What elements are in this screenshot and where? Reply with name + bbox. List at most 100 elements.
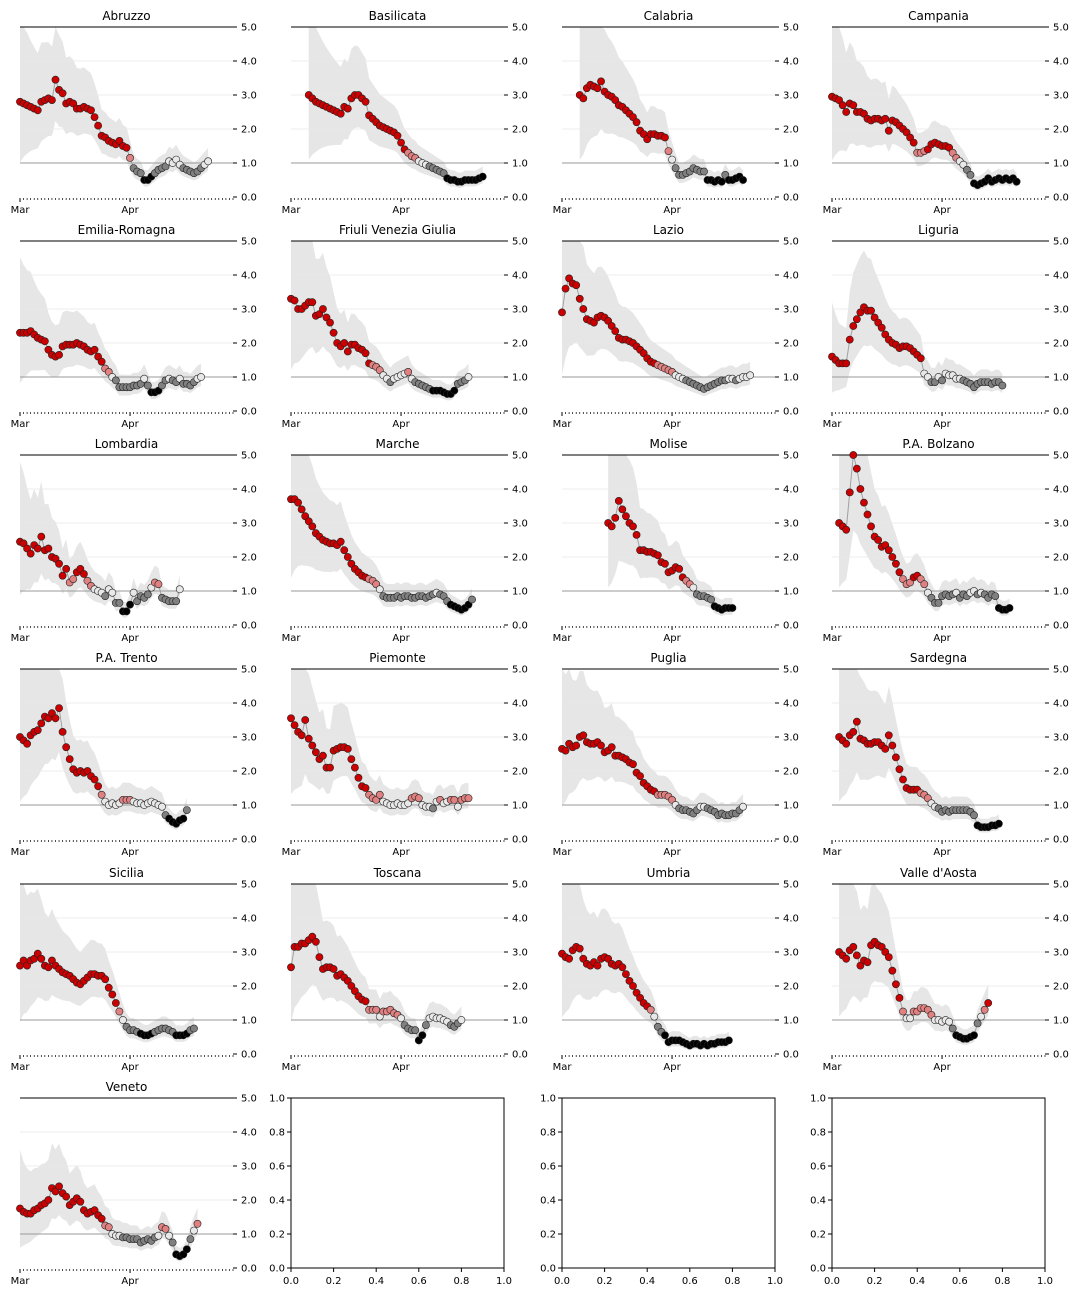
panel-friuli-venezia-giulia: Friuli Venezia Giulia 0.0 1.0 2.0 3.0 4.0 5.0 M… [282, 223, 528, 430]
y-tick-label: 5.0 [241, 665, 257, 676]
y-tick-label: 4.0 [1053, 57, 1069, 68]
data-point [204, 157, 213, 166]
y-tick-label: 0.4 [810, 1196, 826, 1207]
y-tick-label: 5.0 [1053, 23, 1069, 34]
data-point [728, 604, 737, 612]
data-point [375, 585, 384, 594]
uncertainty-band [20, 1143, 198, 1262]
data-point [44, 544, 53, 553]
x-tick-label: Mar [823, 847, 843, 858]
x-tick-label: 0.4 [368, 1276, 384, 1287]
x-tick-label: Mar [282, 205, 302, 216]
y-tick-label: 5.0 [783, 23, 799, 34]
data-point [97, 1214, 106, 1223]
empty-axes: 0.00.0 0.2 0.2 0.4 0.4 0.6 0.6 0.8 0.8 1.0 1.0 [269, 1094, 512, 1288]
data-point [938, 376, 946, 385]
data-point [579, 731, 588, 740]
y-tick-label: 3.0 [512, 948, 528, 959]
y-tick-label: 1.0 [512, 587, 528, 598]
panel-valle-d-aosta: Valle d'Aosta 0.0 1.0 2.0 3.0 4.0 5.0 Mar Apr [823, 866, 1069, 1073]
y-tick-label: 2.0 [512, 553, 528, 564]
data-point [884, 731, 893, 740]
y-tick-label: 5.0 [241, 451, 257, 462]
data-point [888, 741, 897, 750]
y-tick-label: 1.0 [783, 801, 799, 812]
data-point [629, 982, 637, 990]
data-point [629, 522, 637, 531]
data-point [126, 153, 134, 162]
y-tick-label: 5.0 [512, 237, 528, 248]
y-tick-label: 4.0 [783, 699, 799, 710]
data-point [565, 954, 573, 963]
data-point [849, 943, 858, 951]
data-point [934, 599, 943, 607]
data-point [126, 600, 134, 609]
y-tick-label: 1.0 [241, 373, 257, 384]
y-tick-label: 0.0 [540, 1264, 556, 1275]
data-point [739, 802, 747, 811]
data-point [90, 775, 99, 784]
panel-title: Veneto [106, 1080, 148, 1094]
data-point [842, 954, 851, 963]
data-point [611, 514, 620, 522]
y-tick-label: 4.0 [783, 485, 799, 496]
data-point [636, 772, 644, 780]
y-tick-label: 2.0 [1053, 125, 1069, 136]
data-point [852, 464, 861, 473]
data-point [892, 559, 900, 568]
data-point [700, 167, 708, 176]
data-point [453, 802, 462, 811]
x-tick-label: Apr [392, 847, 410, 858]
data-point [849, 322, 858, 330]
data-point [104, 1223, 113, 1232]
data-point [895, 765, 904, 774]
data-point [739, 176, 747, 184]
y-tick-label: 3.0 [1053, 519, 1069, 530]
y-tick-label: 5.0 [783, 880, 799, 891]
y-tick-label: 3.0 [783, 733, 799, 744]
y-tick-label: 4.0 [1053, 485, 1069, 496]
data-point [297, 505, 306, 514]
data-point [906, 1014, 914, 1023]
data-point [51, 714, 60, 723]
y-tick-label: 1.0 [783, 373, 799, 384]
data-point [115, 1007, 124, 1016]
y-tick-label: 1.0 [512, 801, 528, 812]
data-point [90, 113, 99, 121]
data-point [33, 106, 42, 115]
data-point [290, 296, 299, 305]
y-tick-label: 1.0 [241, 1230, 257, 1241]
data-point [129, 588, 138, 597]
data-point [97, 357, 106, 366]
x-tick-label: Apr [933, 633, 951, 644]
y-tick-label: 5.0 [512, 451, 528, 462]
y-tick-label: 5.0 [783, 237, 799, 248]
data-point [343, 745, 352, 753]
x-tick-label: Apr [121, 419, 139, 430]
data-point [361, 997, 370, 1006]
x-tick-label: 1.0 [1037, 1276, 1053, 1287]
data-point [404, 367, 413, 376]
y-tick-label: 3.0 [241, 519, 257, 530]
x-tick-label: Apr [121, 847, 139, 858]
data-point [895, 994, 904, 1002]
data-point [632, 118, 641, 127]
data-point [326, 763, 334, 772]
data-point [717, 177, 726, 186]
uncertainty-band [20, 27, 209, 187]
y-tick-label: 3.0 [1053, 91, 1069, 102]
x-tick-label: Mar [282, 847, 302, 858]
panel-piemonte: Piemonte 0.0 1.0 2.0 3.0 4.0 5.0 Mar Apr [282, 651, 528, 858]
panel-title: Marche [376, 437, 420, 451]
panel-title: Puglia [650, 651, 686, 665]
data-point [650, 1012, 659, 1021]
x-tick-label: 0.2 [867, 1276, 883, 1287]
data-point [290, 721, 299, 729]
data-point [40, 337, 49, 346]
data-point [343, 553, 352, 561]
data-point [294, 498, 302, 507]
y-tick-label: 3.0 [241, 1162, 257, 1173]
x-tick-label: Mar [11, 847, 31, 858]
data-point [579, 94, 588, 103]
y-tick-label: 0.0 [241, 621, 257, 632]
